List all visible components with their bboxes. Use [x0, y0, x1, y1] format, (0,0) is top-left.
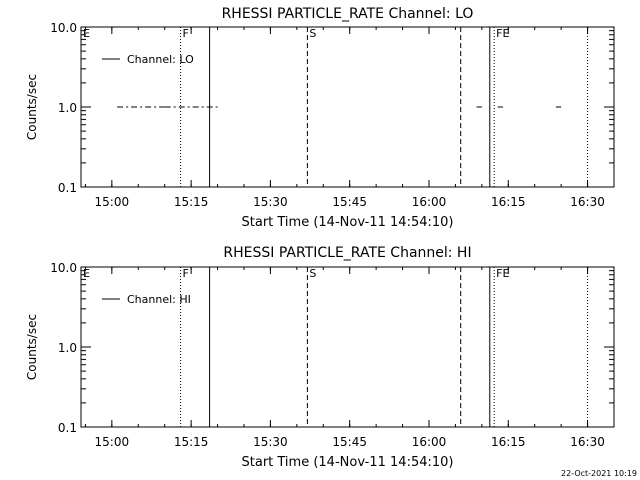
- y-tick-label: 0.1: [58, 421, 77, 435]
- x-tick-label: 15:45: [332, 435, 367, 449]
- panel-hi-channel: RHESSI PARTICLE_RATE Channel: HI 15:00 15:…: [25, 245, 615, 470]
- event-marker-label: F: [183, 267, 189, 280]
- x-tick-label: 16:00: [412, 195, 447, 209]
- x-tick-label: 15:15: [174, 195, 209, 209]
- event-marker-label: E: [83, 267, 90, 280]
- x-tick-label: 16:00: [412, 435, 447, 449]
- x-tick-label: 16:30: [570, 195, 605, 209]
- y-tick-label: 10.0: [50, 261, 77, 275]
- y-axis-label: Counts/sec: [25, 314, 39, 380]
- x-tick-label: 15:15: [174, 435, 209, 449]
- x-tick-label: 15:30: [253, 195, 288, 209]
- y-tick-label: 1.0: [58, 101, 77, 115]
- event-marker-label: E: [83, 27, 90, 40]
- legend-label: Channel: LO: [127, 53, 194, 66]
- legend-label: Channel: HI: [127, 293, 191, 306]
- y-axis-label: Counts/sec: [25, 74, 39, 140]
- x-tick-label: 15:30: [253, 435, 288, 449]
- x-axis-label: Start Time (14-Nov-11 14:54:10): [242, 215, 454, 230]
- x-tick-label: 15:00: [95, 435, 130, 449]
- event-marker-label: FE: [496, 267, 509, 280]
- chart-title: RHESSI PARTICLE_RATE Channel: HI: [223, 245, 471, 261]
- x-tick-label: 15:45: [332, 195, 367, 209]
- event-marker-label: FE: [496, 27, 509, 40]
- chart-title: RHESSI PARTICLE_RATE Channel: LO: [222, 6, 474, 22]
- plot-frame: [80, 266, 615, 428]
- panel-lo-channel: RHESSI PARTICLE_RATE Channel: LO 15:00 15:…: [25, 6, 615, 230]
- y-tick-label: 1.0: [58, 341, 77, 355]
- x-axis-label: Start Time (14-Nov-11 14:54:10): [242, 455, 454, 470]
- x-tick-label: 16:15: [491, 435, 526, 449]
- y-tick-label: 10.0: [50, 21, 77, 35]
- event-marker-label: S: [309, 267, 316, 280]
- x-tick-label: 15:00: [95, 195, 130, 209]
- event-marker-label: S: [309, 27, 316, 40]
- x-tick-label: 16:15: [491, 195, 526, 209]
- y-tick-label: 0.1: [58, 181, 77, 195]
- footer-timestamp: 22-Oct-2021 10:19: [561, 469, 637, 478]
- event-marker-label: F: [183, 27, 189, 40]
- x-tick-label: 16:30: [570, 435, 605, 449]
